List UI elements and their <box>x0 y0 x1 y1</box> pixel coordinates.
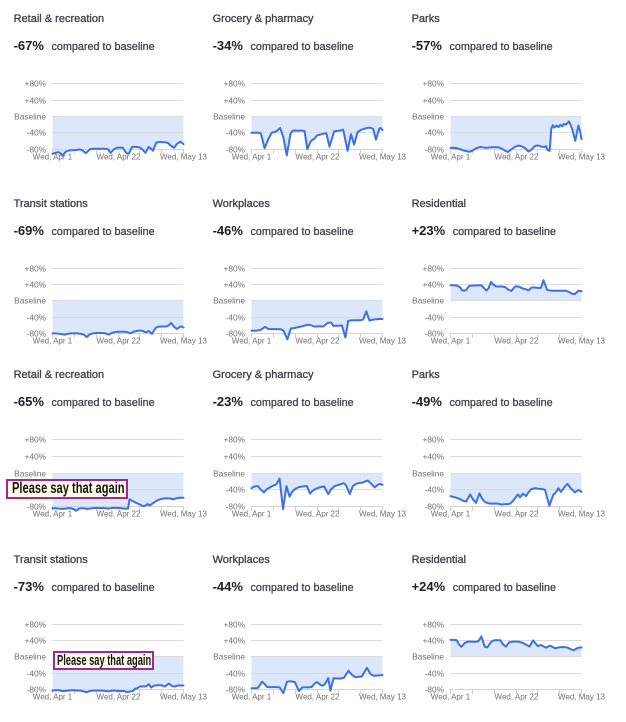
svg-text:+40%: +40% <box>25 279 47 289</box>
svg-text:Wed, May 13: Wed, May 13 <box>558 336 606 345</box>
svg-text:-80%: -80% <box>226 144 246 154</box>
svg-text:Wed, Apr 1: Wed, Apr 1 <box>431 152 471 161</box>
svg-text:-80%: -80% <box>27 144 47 154</box>
svg-text:Wed, Apr 22: Wed, Apr 22 <box>97 152 141 161</box>
svg-text:Wed, Apr 22: Wed, Apr 22 <box>495 336 539 345</box>
svg-text:-80%: -80% <box>27 328 47 338</box>
svg-text:Wed, Apr 1: Wed, Apr 1 <box>232 692 272 701</box>
svg-text:Wed, Apr 22: Wed, Apr 22 <box>296 509 340 518</box>
svg-text:+40%: +40% <box>25 451 47 461</box>
svg-text:Wed, Apr 1: Wed, Apr 1 <box>232 509 272 518</box>
svg-text:Wed, Apr 22: Wed, Apr 22 <box>495 692 539 701</box>
svg-text:Wed, Apr 1: Wed, Apr 1 <box>431 509 471 518</box>
svg-text:-40%: -40% <box>226 312 246 322</box>
svg-text:+40%: +40% <box>423 451 445 461</box>
svg-text:Wed, Apr 1: Wed, Apr 1 <box>431 692 471 701</box>
svg-text:-40%: -40% <box>425 312 445 322</box>
svg-text:Wed, May 13: Wed, May 13 <box>359 692 407 701</box>
svg-text:+80%: +80% <box>423 78 445 88</box>
svg-text:Wed, Apr 22: Wed, Apr 22 <box>296 152 340 161</box>
svg-text:+80%: +80% <box>224 263 246 273</box>
svg-text:-40%: -40% <box>226 484 246 494</box>
svg-text:-40%: -40% <box>27 312 47 322</box>
svg-text:Wed, Apr 22: Wed, Apr 22 <box>97 336 141 345</box>
svg-text:+80%: +80% <box>423 263 445 273</box>
svg-text:Baseline: Baseline <box>412 651 444 661</box>
svg-text:Wed, May 13: Wed, May 13 <box>558 509 606 518</box>
svg-text:Wed, Apr 22: Wed, Apr 22 <box>296 336 340 345</box>
svg-text:-40%: -40% <box>226 668 246 678</box>
svg-text:-80%: -80% <box>425 501 445 511</box>
svg-text:-80%: -80% <box>425 328 445 338</box>
svg-text:+80%: +80% <box>224 434 246 444</box>
svg-text:Wed, May 13: Wed, May 13 <box>359 336 407 345</box>
svg-text:Wed, Apr 1: Wed, Apr 1 <box>232 152 272 161</box>
svg-text:Baseline: Baseline <box>412 111 444 121</box>
svg-text:Wed, May 13: Wed, May 13 <box>558 692 606 701</box>
svg-text:Wed, May 13: Wed, May 13 <box>160 692 208 701</box>
svg-text:Baseline: Baseline <box>14 651 46 661</box>
svg-text:Wed, Apr 1: Wed, Apr 1 <box>232 336 272 345</box>
svg-text:Wed, Apr 1: Wed, Apr 1 <box>431 336 471 345</box>
svg-text:Wed, Apr 22: Wed, Apr 22 <box>296 692 340 701</box>
svg-text:Wed, May 13: Wed, May 13 <box>160 509 208 518</box>
svg-text:Wed, Apr 1: Wed, Apr 1 <box>33 509 73 518</box>
svg-text:Wed, May 13: Wed, May 13 <box>359 509 407 518</box>
svg-text:Wed, Apr 22: Wed, Apr 22 <box>495 509 539 518</box>
svg-text:Wed, Apr 22: Wed, Apr 22 <box>495 152 539 161</box>
svg-text:-80%: -80% <box>425 684 445 694</box>
svg-text:+40%: +40% <box>224 451 246 461</box>
svg-text:-40%: -40% <box>27 668 47 678</box>
svg-text:-40%: -40% <box>226 127 246 137</box>
svg-text:Wed, Apr 22: Wed, Apr 22 <box>97 692 141 701</box>
svg-text:+80%: +80% <box>423 619 445 629</box>
svg-text:+80%: +80% <box>25 434 47 444</box>
svg-text:Baseline: Baseline <box>14 111 46 121</box>
svg-text:Baseline: Baseline <box>213 651 245 661</box>
svg-text:Baseline: Baseline <box>213 468 245 478</box>
svg-text:+40%: +40% <box>423 279 445 289</box>
svg-text:Wed, Apr 1: Wed, Apr 1 <box>33 152 73 161</box>
svg-text:+40%: +40% <box>224 95 246 105</box>
svg-text:+80%: +80% <box>25 619 47 629</box>
svg-text:Wed, Apr 1: Wed, Apr 1 <box>33 336 73 345</box>
svg-text:-40%: -40% <box>425 668 445 678</box>
svg-text:Baseline: Baseline <box>213 111 245 121</box>
svg-text:Baseline: Baseline <box>14 468 46 478</box>
svg-text:Wed, May 13: Wed, May 13 <box>160 152 208 161</box>
svg-text:+80%: +80% <box>224 619 246 629</box>
svg-text:-80%: -80% <box>425 144 445 154</box>
svg-text:-80%: -80% <box>27 501 47 511</box>
svg-text:Wed, Apr 1: Wed, Apr 1 <box>33 692 73 701</box>
svg-text:-80%: -80% <box>226 501 246 511</box>
svg-text:+40%: +40% <box>224 279 246 289</box>
svg-text:Wed, Apr 22: Wed, Apr 22 <box>97 509 141 518</box>
svg-text:-80%: -80% <box>27 684 47 694</box>
svg-text:+40%: +40% <box>423 95 445 105</box>
svg-text:Wed, May 13: Wed, May 13 <box>558 152 606 161</box>
svg-text:+80%: +80% <box>25 78 47 88</box>
svg-text:+40%: +40% <box>423 635 445 645</box>
svg-text:-40%: -40% <box>27 127 47 137</box>
svg-text:-40%: -40% <box>425 127 445 137</box>
svg-text:-80%: -80% <box>226 328 246 338</box>
svg-text:Baseline: Baseline <box>412 295 444 305</box>
svg-text:Baseline: Baseline <box>14 295 46 305</box>
svg-text:Wed, May 13: Wed, May 13 <box>160 336 208 345</box>
svg-text:-80%: -80% <box>226 684 246 694</box>
svg-text:-40%: -40% <box>425 484 445 494</box>
svg-text:Baseline: Baseline <box>213 295 245 305</box>
svg-text:Baseline: Baseline <box>412 468 444 478</box>
svg-text:+80%: +80% <box>224 78 246 88</box>
svg-text:Wed, May 13: Wed, May 13 <box>359 152 407 161</box>
svg-text:+40%: +40% <box>224 635 246 645</box>
svg-text:+40%: +40% <box>25 635 47 645</box>
svg-text:+80%: +80% <box>423 434 445 444</box>
svg-text:+80%: +80% <box>25 263 47 273</box>
svg-text:+40%: +40% <box>25 95 47 105</box>
